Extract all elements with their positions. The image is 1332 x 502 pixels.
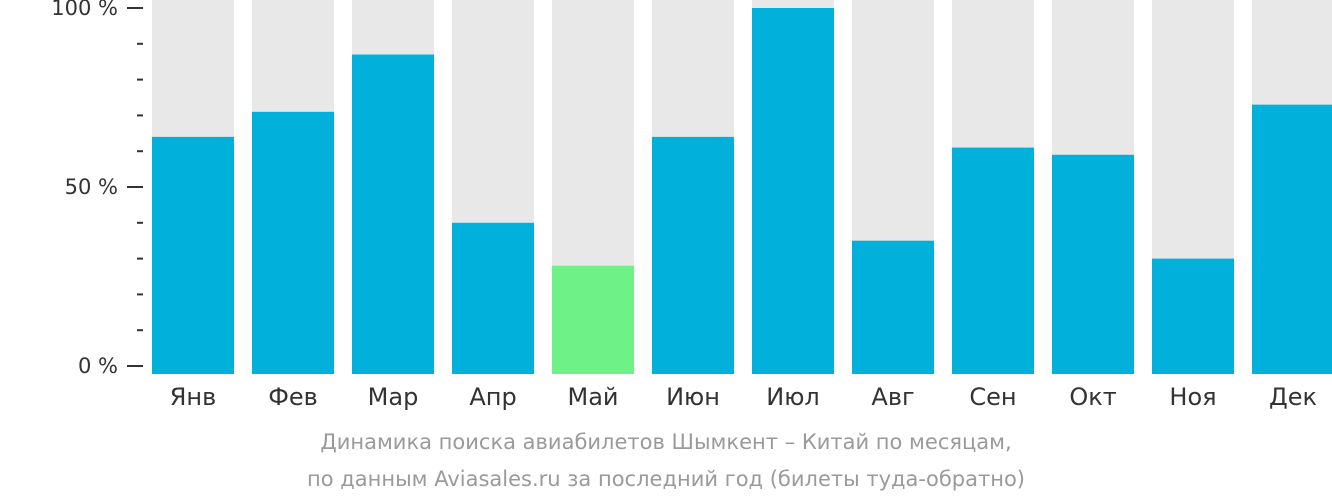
- bar-chart: 0 % 50 % 100 % Янв Фев Мар Апр Май Июн Июл Авг Сен…: [51, 0, 1332, 411]
- bar: [552, 265, 634, 374]
- x-tick-label: Дек: [1269, 383, 1317, 411]
- bar: [452, 222, 534, 374]
- x-tick-label: Фев: [268, 383, 318, 411]
- y-tick-label: 100 %: [51, 0, 118, 20]
- x-tick-label: Мар: [368, 383, 419, 411]
- bar: [652, 136, 734, 374]
- y-tick-label: 0 %: [78, 354, 118, 378]
- x-tick-label: Окт: [1069, 383, 1116, 411]
- bar: [752, 8, 834, 374]
- bar: [1252, 104, 1332, 374]
- bar: [252, 111, 334, 374]
- x-tick-label: Авг: [871, 383, 914, 411]
- bar: [1152, 258, 1234, 374]
- x-tick-label: Янв: [170, 383, 217, 411]
- bar: [152, 136, 234, 374]
- chart-caption-line-1: Динамика поиска авиабилетов Шымкент – Ки…: [320, 430, 1012, 454]
- chart-caption-line-2: по данным Aviasales.ru за последний год …: [307, 467, 1025, 491]
- x-tick-label: Ноя: [1169, 383, 1216, 411]
- x-tick-label: Июл: [766, 383, 820, 411]
- bars: [152, 0, 1332, 374]
- bar: [352, 54, 434, 374]
- y-tick-label: 50 %: [65, 175, 118, 199]
- x-tick-label: Сен: [969, 383, 1016, 411]
- bar: [852, 240, 934, 374]
- bar: [952, 147, 1034, 374]
- y-axis: 0 % 50 % 100 %: [51, 0, 143, 378]
- bar: [1052, 154, 1134, 374]
- x-tick-label: Апр: [469, 383, 516, 411]
- category-labels: Янв Фев Мар Апр Май Июн Июл Авг Сен Окт Ноя Дек: [170, 383, 1317, 411]
- x-tick-label: Июн: [666, 383, 720, 411]
- x-tick-label: Май: [567, 383, 618, 411]
